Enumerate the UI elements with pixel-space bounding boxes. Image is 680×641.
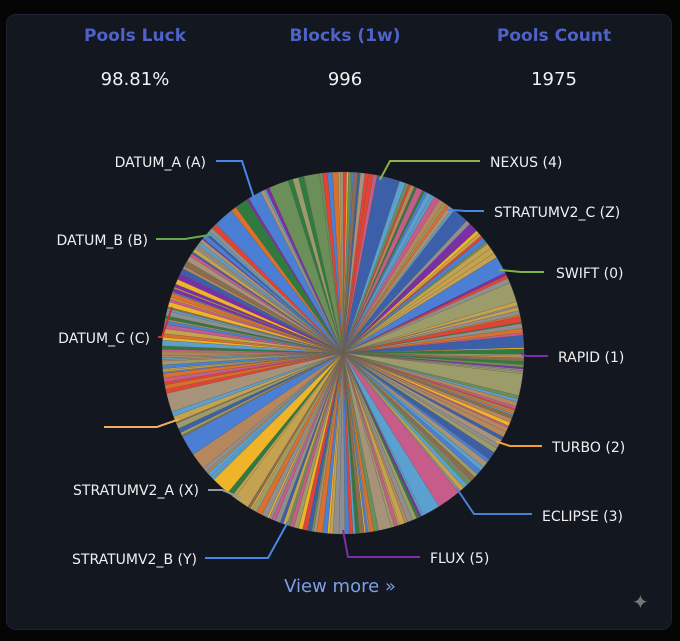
pools-count-value: 1975 [531, 69, 577, 90]
callout-line [104, 418, 180, 428]
callout-line [216, 160, 256, 201]
slice-label: TURBO (2) [551, 440, 625, 456]
blocks-value: 996 [327, 69, 363, 90]
pools-luck-value: 98.81% [100, 69, 170, 90]
slice-label: NEXUS (4) [490, 155, 562, 171]
pools-luck-stat: Pools Luck 98.81% [35, 26, 235, 90]
pie-slice [340, 171, 344, 354]
callout-line [158, 306, 173, 338]
callout-line [342, 529, 420, 558]
slice-label: STRATUMV2_A (X) [73, 483, 199, 499]
slice-label: STRATUMV2_C (Z) [494, 205, 620, 221]
callout-line [156, 233, 212, 240]
slice-label: STRATUMV2_B (Y) [72, 552, 197, 568]
pie-callouts: NEXUS (4) STRATUMV2_C (Z) SWIFT (0) RAPID (… [57, 155, 626, 568]
sparkle-icon: ✦ [632, 590, 649, 614]
callout-line [446, 208, 484, 212]
callout-line [519, 352, 548, 357]
callout-line [499, 268, 544, 273]
slice-label: FLUX (5) [430, 551, 489, 567]
callout-line [205, 520, 290, 559]
slice-label: DATUM_A (A) [115, 155, 206, 171]
pools-count-label: Pools Count [496, 26, 612, 46]
pie-slices [161, 171, 525, 535]
callout-line [378, 160, 480, 181]
slice-label: RAPID (1) [558, 350, 624, 366]
view-more-link[interactable]: View more » [284, 576, 396, 597]
slice-label: DATUM_B (B) [57, 233, 149, 249]
callout-line [208, 489, 242, 499]
callout-line [455, 488, 532, 515]
pools-count-stat: Pools Count 1975 [454, 26, 654, 90]
slice-label: DATUM_C (C) [58, 331, 150, 347]
slice-label: SWIFT (0) [556, 266, 624, 282]
slice-label: ECLIPSE (3) [542, 509, 623, 525]
pools-luck-label: Pools Luck [84, 26, 186, 46]
blocks-label: Blocks (1w) [289, 26, 401, 46]
callout-line [495, 440, 542, 447]
blocks-stat: Blocks (1w) 996 [245, 26, 445, 90]
